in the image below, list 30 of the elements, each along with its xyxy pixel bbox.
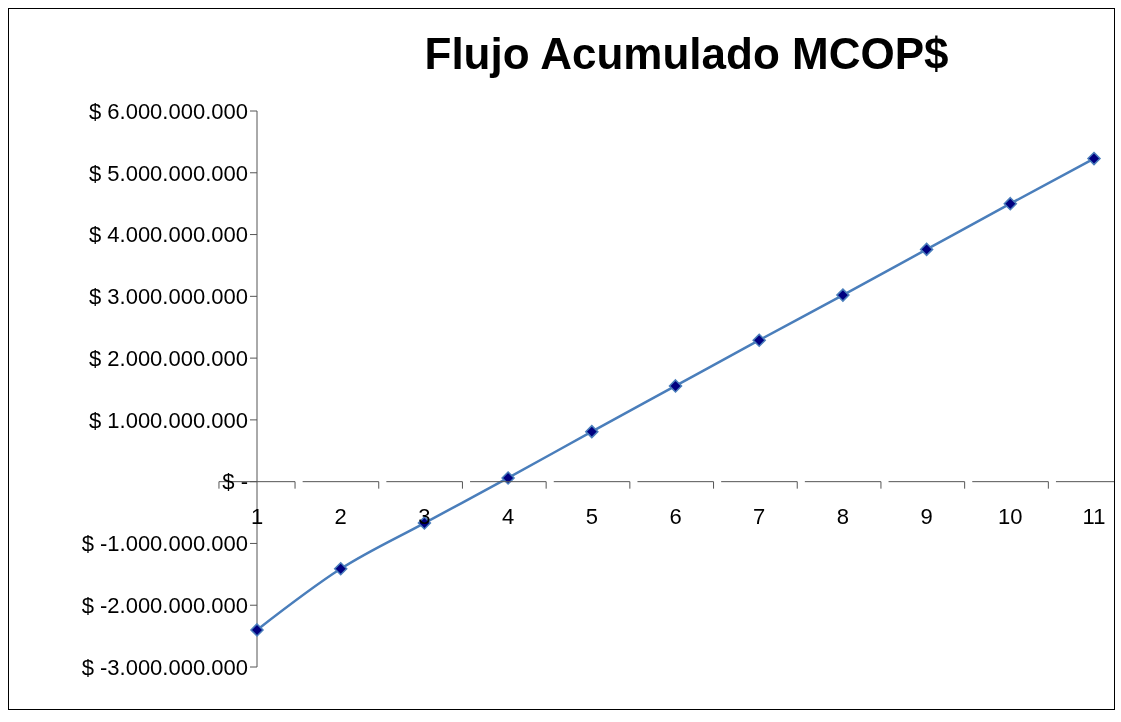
y-tick-label: $ 5.000.000.000 bbox=[88, 160, 248, 186]
y-tick-label: $ 3.000.000.000 bbox=[88, 284, 248, 310]
x-tick-label: 11 bbox=[1082, 503, 1106, 529]
point bbox=[585, 424, 599, 439]
y-tick-label: $ 2.000.000.000 bbox=[88, 345, 248, 371]
x-tick-label: 1 bbox=[250, 503, 264, 529]
point bbox=[1087, 151, 1101, 166]
x-tick-label: 6 bbox=[669, 503, 682, 529]
point bbox=[250, 623, 264, 637]
x-tick-label: 10 bbox=[998, 503, 1023, 529]
point bbox=[1003, 196, 1018, 211]
y-tick-label: $ 6.000.000.000 bbox=[88, 98, 248, 124]
point bbox=[501, 471, 515, 485]
x-tick-label: 5 bbox=[585, 503, 598, 529]
point bbox=[752, 333, 766, 347]
x-tick-label: 4 bbox=[501, 503, 515, 529]
point bbox=[668, 379, 683, 393]
x-tick-label: 2 bbox=[334, 503, 347, 529]
point bbox=[919, 242, 934, 257]
y-tick-label: $ -3.000.000.000 bbox=[81, 654, 248, 680]
x-tick-label: 8 bbox=[836, 503, 850, 529]
y-tick-label: $ -2.000.000.000 bbox=[81, 593, 248, 619]
point bbox=[333, 562, 348, 576]
y-tick-label: $ 1.000.000.000 bbox=[88, 407, 248, 433]
x-tick-label: 9 bbox=[920, 503, 933, 529]
point bbox=[836, 288, 850, 302]
x-tick-label: 7 bbox=[753, 503, 766, 529]
chart-title: Flujo Acumulado MCOP$ bbox=[423, 28, 950, 80]
y-tick-label: $ -1.000.000.000 bbox=[81, 531, 248, 557]
y-tick-label: $ 4.000.000.000 bbox=[88, 222, 248, 248]
